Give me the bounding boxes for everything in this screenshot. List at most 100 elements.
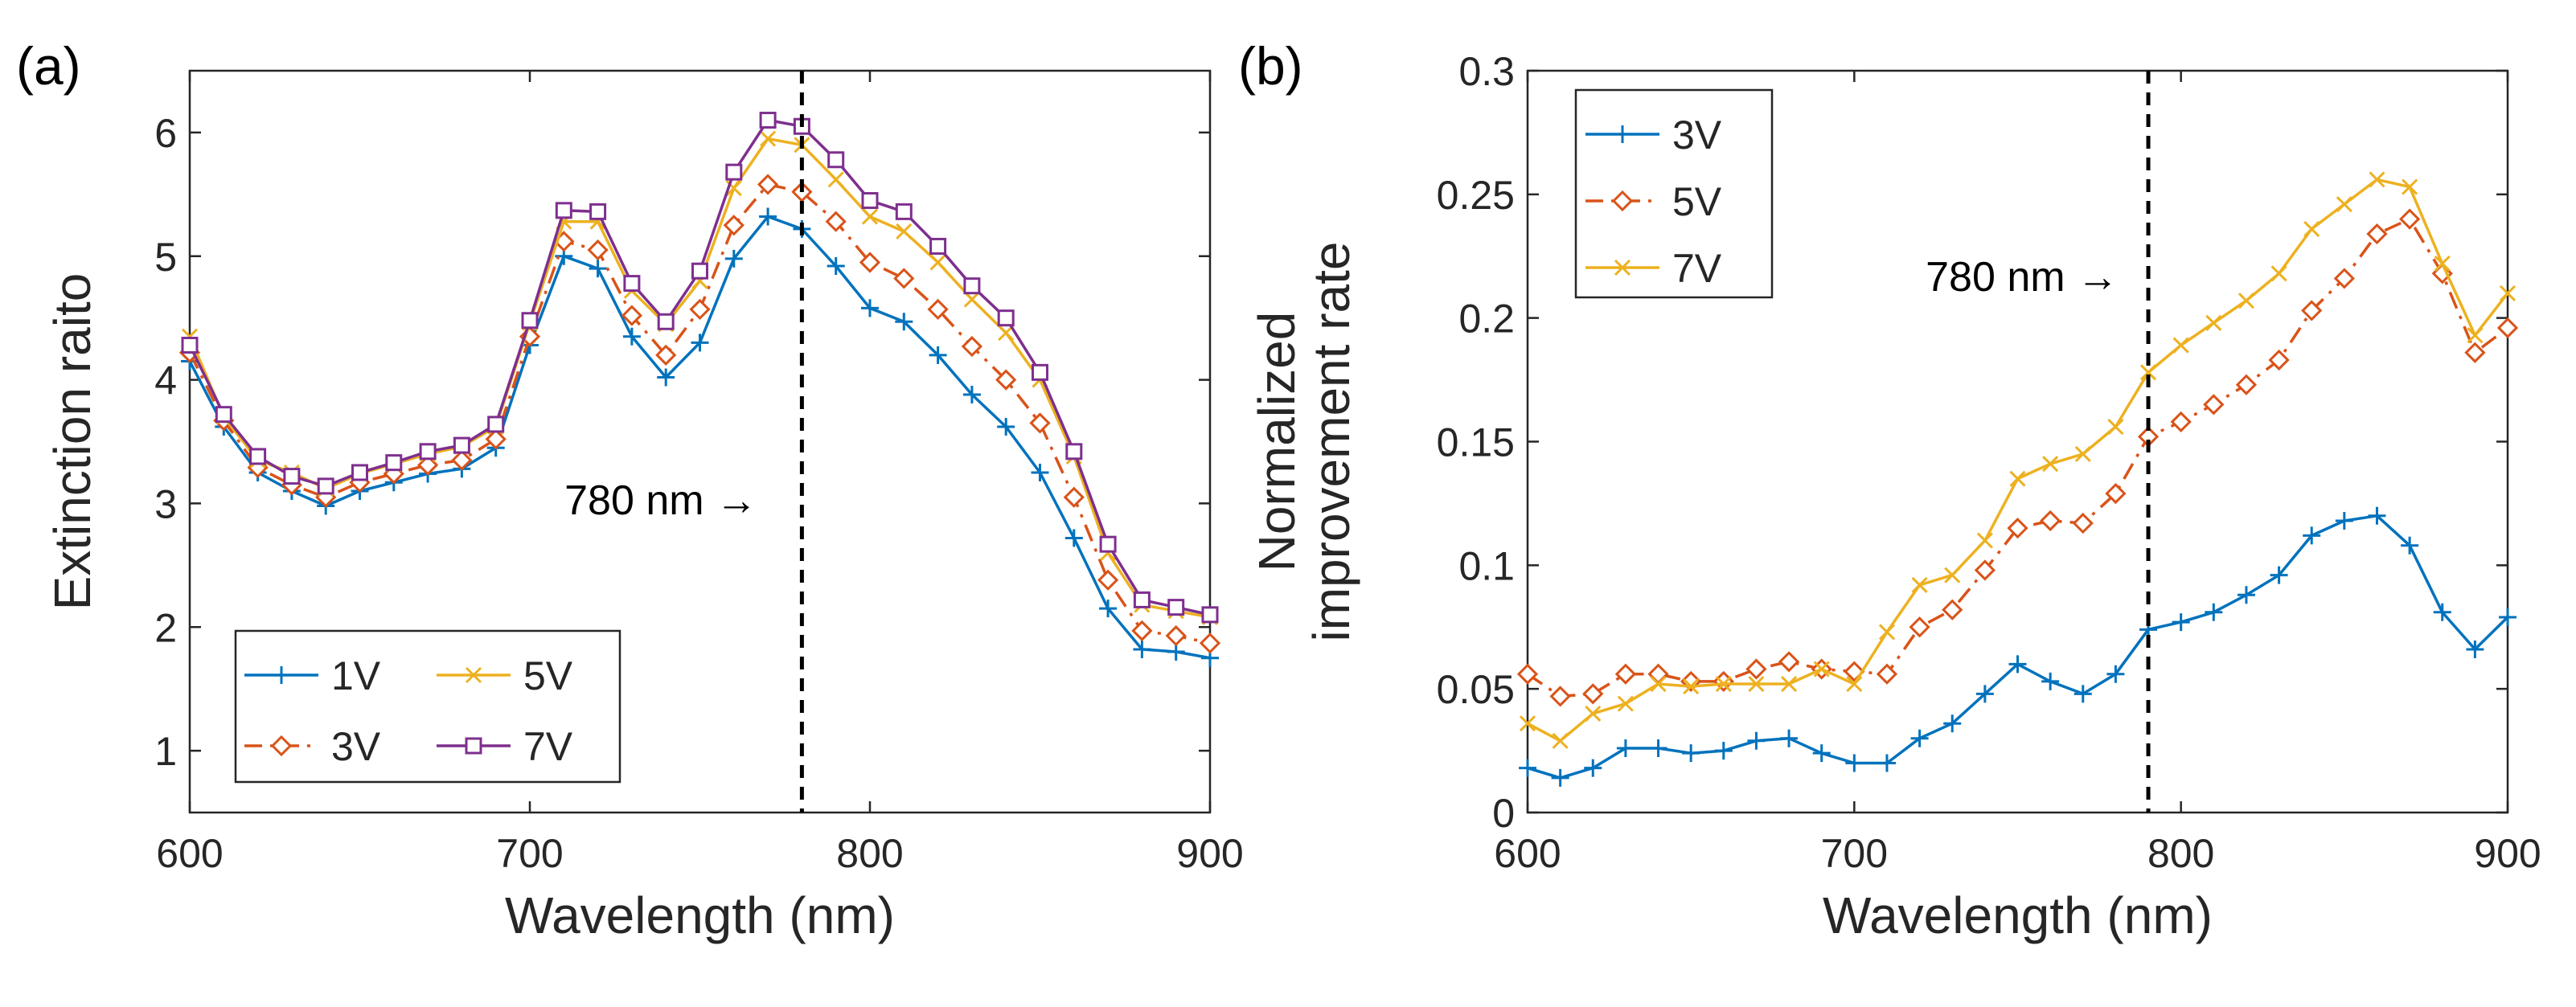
legend: 1V 5V 3V 7V [234, 629, 621, 784]
data-point [2203, 394, 2225, 415]
x-tick-label: 700 [496, 831, 563, 876]
x-tick-label: 800 [836, 831, 903, 876]
data-point [1942, 599, 1963, 620]
data-point [2237, 586, 2255, 604]
y-tick-label: 0.1 [1458, 543, 1515, 588]
data-point [1552, 732, 1569, 749]
data-point [1065, 443, 1083, 461]
y-tick-label: 2 [154, 605, 177, 650]
data-point [1201, 606, 1219, 624]
x-tick-label: 800 [2147, 831, 2214, 876]
data-point [1909, 616, 1930, 638]
data-point [1748, 675, 1765, 693]
x-tick-label: 600 [1494, 831, 1561, 876]
y-tick-label: 3 [154, 481, 177, 526]
data-point [1780, 729, 1799, 747]
data-point [1649, 739, 1667, 758]
data-point [1582, 683, 1604, 705]
data-point [2074, 685, 2092, 703]
data-point [1944, 567, 1961, 583]
data-point [895, 313, 913, 331]
data-point [1976, 532, 1993, 549]
data-point [2106, 665, 2125, 683]
data-point [555, 202, 572, 219]
data-point [760, 130, 777, 147]
data-point [859, 252, 881, 273]
data-point [927, 298, 949, 321]
data-point [861, 208, 879, 225]
data-point [2172, 337, 2189, 354]
data-point [487, 415, 505, 433]
data-point [1714, 742, 1733, 760]
data-point [757, 174, 779, 195]
data-point [655, 344, 677, 366]
series-7V [181, 112, 1219, 624]
data-point [215, 406, 232, 424]
data-point [893, 268, 915, 289]
data-point [2268, 349, 2290, 371]
data-point [2499, 284, 2517, 301]
data-point [416, 454, 439, 476]
data-point [283, 468, 301, 485]
data-point [385, 454, 403, 472]
data-point [2205, 314, 2222, 331]
data-point [249, 448, 267, 465]
data-point [2333, 268, 2355, 289]
y-tick-label: 1 [154, 729, 177, 774]
data-point [1943, 714, 1962, 733]
data-point [1099, 535, 1117, 553]
data-point [657, 368, 675, 387]
data-point [1747, 731, 1766, 750]
data-point [827, 171, 844, 188]
data-point [351, 464, 368, 481]
data-point [759, 207, 777, 226]
annotation-label: 780 nm → [564, 477, 757, 524]
data-point [1584, 759, 1602, 777]
data-point [623, 275, 641, 293]
y-axis-label-line2: improvement rate [1302, 242, 1360, 642]
data-point [589, 203, 607, 220]
x-tick-label: 900 [1176, 831, 1243, 876]
series-7V [1519, 171, 2517, 749]
data-point [1031, 463, 1049, 481]
legend-label: 5V [523, 653, 573, 698]
data-point [1614, 663, 1637, 685]
data-point [1199, 632, 1221, 654]
y-tick-label: 0.05 [1437, 667, 1515, 712]
data-point [1516, 663, 1539, 685]
data-point [2270, 566, 2288, 584]
data-point [2499, 608, 2517, 626]
data-point [1617, 695, 1634, 712]
data-point [1167, 599, 1185, 616]
data-point [2303, 220, 2320, 237]
data-point [725, 163, 743, 181]
data-point [1165, 624, 1187, 647]
data-point [1813, 661, 1830, 677]
x-tick-label: 700 [1821, 831, 1888, 876]
data-point [2139, 364, 2157, 381]
data-point [825, 211, 847, 232]
data-point [691, 334, 709, 352]
data-point [2301, 300, 2323, 321]
data-point [2270, 265, 2287, 282]
data-point [2007, 518, 2028, 539]
data-point [1519, 759, 1536, 777]
annotation-label: 780 nm → [1926, 254, 2119, 301]
data-point [2398, 208, 2421, 230]
panel-label: (a) [16, 36, 81, 96]
data-point [1682, 744, 1700, 763]
data-point [2072, 512, 2094, 534]
data-point [2366, 223, 2388, 245]
data-point [1549, 686, 1571, 707]
data-point [2107, 418, 2124, 436]
data-point [759, 112, 777, 129]
x-axis-label: Wavelength (nm) [1823, 886, 2213, 944]
data-point [2105, 482, 2127, 505]
data-point [1778, 651, 1800, 673]
data-point [1616, 739, 1635, 758]
data-point [827, 151, 845, 169]
data-point [621, 305, 643, 326]
data-point [1029, 412, 1051, 434]
legend-box [234, 629, 621, 784]
data-point [1877, 754, 1896, 772]
